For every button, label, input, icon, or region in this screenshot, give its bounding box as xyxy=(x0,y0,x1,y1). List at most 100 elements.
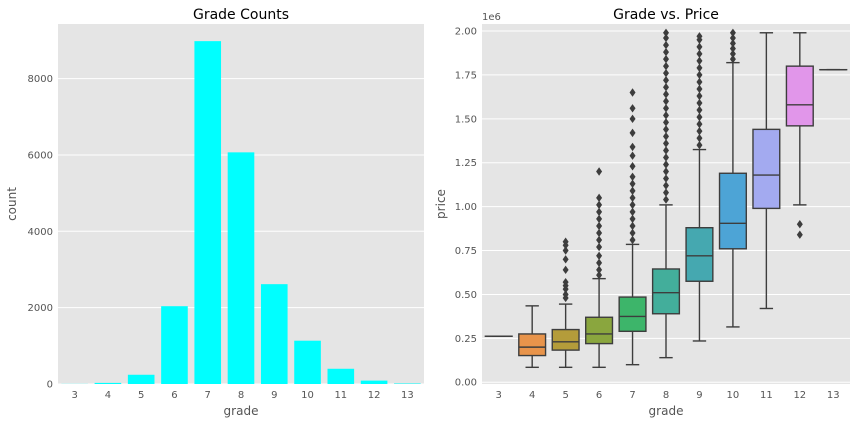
bars xyxy=(61,41,421,384)
box xyxy=(718,172,747,250)
box xyxy=(785,65,814,127)
outlier-point xyxy=(629,235,636,245)
outlier-point xyxy=(796,230,803,239)
y-axis-label: price xyxy=(434,189,448,219)
outlier-point xyxy=(663,61,669,71)
y-tick-label: 0.00 xyxy=(455,378,477,389)
x-axis-label: grade xyxy=(649,404,684,418)
y-tick-label: 1.00 xyxy=(455,202,477,213)
y-axis-label: count xyxy=(5,187,19,221)
outlier-point xyxy=(663,28,669,37)
box xyxy=(618,296,647,333)
outlier-point xyxy=(696,105,703,115)
outlier-point xyxy=(629,214,636,224)
chart-title: Grade vs. Price xyxy=(613,7,719,23)
outlier-point xyxy=(663,47,669,57)
bar-4 xyxy=(94,382,122,384)
x-tick-labels: 3 4 5 6 7 8 9 10 11 12 13 xyxy=(71,390,413,401)
outlier-point xyxy=(696,98,703,108)
outlier-point xyxy=(562,277,569,287)
outlier-point xyxy=(596,242,603,252)
bar-9 xyxy=(260,284,288,384)
outlier-point xyxy=(696,91,703,101)
outlier-point xyxy=(596,207,603,217)
y-tick-label: 8000 xyxy=(28,74,53,85)
outlier-point xyxy=(562,255,569,264)
outlier-point xyxy=(596,228,603,238)
x-tick-label: 11 xyxy=(760,390,773,401)
outlier-point xyxy=(663,188,669,197)
outlier-point xyxy=(696,140,703,150)
box xyxy=(651,268,681,315)
x-tick-labels: 3 4 5 6 7 8 9 10 11 12 13 xyxy=(496,390,840,401)
x-tick-label: 9 xyxy=(271,390,277,401)
outlier-point xyxy=(629,142,636,152)
x-tick-label: 3 xyxy=(496,390,502,401)
box-grade-7 xyxy=(618,88,647,366)
outlier-point xyxy=(729,54,736,64)
y-tick-label: 0.25 xyxy=(455,334,477,345)
outlier-point xyxy=(696,84,703,94)
x-tick-label: 12 xyxy=(368,390,381,401)
outlier-point xyxy=(729,49,736,59)
outlier-point xyxy=(696,126,703,136)
outlier-point xyxy=(663,132,669,141)
box-grade-6 xyxy=(585,167,614,369)
x-tick-label: 13 xyxy=(401,390,414,401)
outlier-point xyxy=(663,104,669,113)
outlier-point xyxy=(629,207,636,217)
outlier-point xyxy=(696,77,703,87)
outlier-point xyxy=(596,270,603,280)
outlier-point xyxy=(796,219,803,229)
y-tick-label: 6000 xyxy=(28,150,53,161)
box-grade-5 xyxy=(551,237,580,369)
outlier-point xyxy=(596,193,603,203)
outlier-point xyxy=(629,179,636,189)
outlier-point xyxy=(629,172,636,181)
outlier-point xyxy=(663,111,669,120)
outlier-point xyxy=(663,195,669,204)
outlier-point xyxy=(663,40,669,50)
x-tick-label: 8 xyxy=(663,390,669,401)
box-grade-12 xyxy=(785,32,814,239)
bar-8 xyxy=(227,152,255,384)
y-tick-labels: 0.00 0.25 0.50 0.75 1.00 1.25 1.50 1.75 2.00 xyxy=(455,27,477,389)
y-tick-label: 4000 xyxy=(28,227,53,238)
outlier-point xyxy=(629,104,636,113)
box xyxy=(551,328,580,351)
outlier-point xyxy=(629,162,636,171)
y-tick-label: 2.00 xyxy=(455,27,477,38)
y-tick-label: 0.75 xyxy=(455,246,477,257)
boxes xyxy=(484,28,848,369)
x-tick-label: 3 xyxy=(71,390,77,401)
outlier-point xyxy=(596,235,603,245)
outlier-point xyxy=(596,214,603,224)
bar-10 xyxy=(294,340,321,384)
outlier-point xyxy=(596,221,603,231)
x-tick-label: 5 xyxy=(138,390,144,401)
bar-6 xyxy=(161,306,188,384)
outlier-point xyxy=(696,32,703,41)
y-tick-label: 1.25 xyxy=(455,158,477,169)
outlier-point xyxy=(562,265,569,275)
outlier-point xyxy=(663,153,669,162)
y-tick-labels: 0 2000 4000 6000 8000 xyxy=(28,74,53,390)
chart-title: Grade Counts xyxy=(193,7,289,23)
box xyxy=(685,227,714,282)
outlier-point xyxy=(663,97,669,106)
outlier-point xyxy=(663,75,669,85)
outlier-point xyxy=(663,118,669,127)
outlier-point xyxy=(596,167,603,176)
bar-11 xyxy=(327,368,355,384)
outlier-point xyxy=(562,290,569,299)
outlier-point xyxy=(629,128,636,138)
outlier-point xyxy=(629,88,636,97)
outlier-point xyxy=(596,251,603,261)
x-tick-label: 8 xyxy=(238,390,244,401)
x-tick-label: 11 xyxy=(334,390,347,401)
bar-12 xyxy=(360,380,388,384)
outlier-point xyxy=(596,200,603,210)
outlier-point xyxy=(629,186,636,196)
outlier-point xyxy=(663,160,669,169)
